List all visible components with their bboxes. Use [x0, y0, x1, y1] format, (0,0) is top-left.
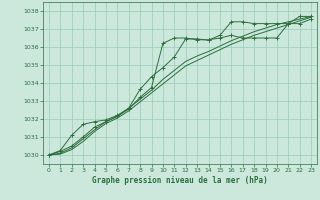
- X-axis label: Graphe pression niveau de la mer (hPa): Graphe pression niveau de la mer (hPa): [92, 176, 268, 185]
